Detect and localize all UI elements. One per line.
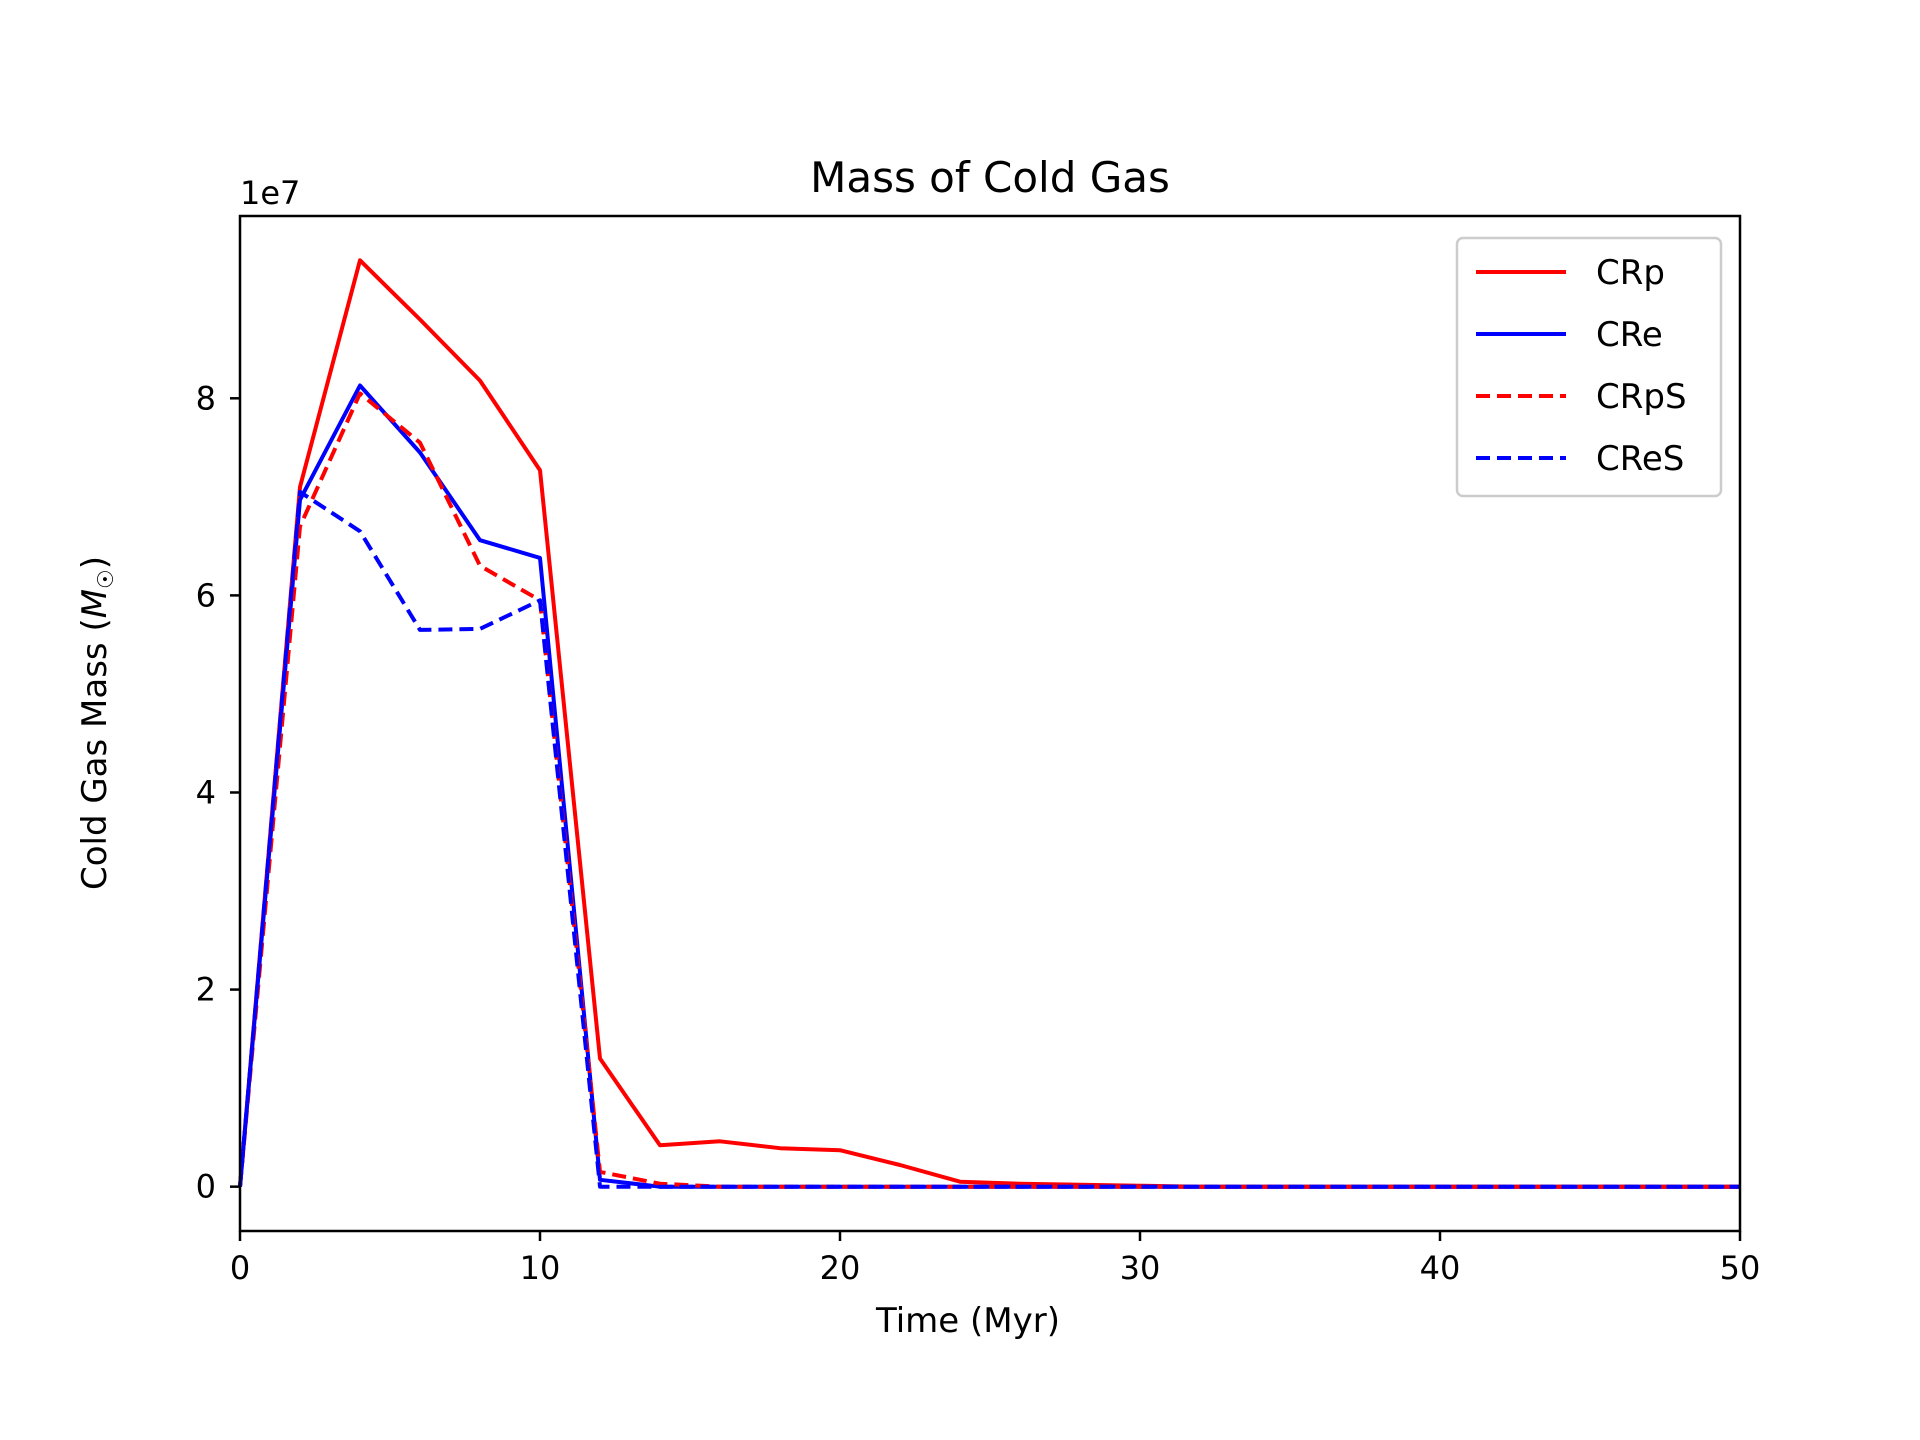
y-axis-title: Cold Gas Mass (M☉) [75, 556, 119, 890]
y-tick-label: 6 [196, 576, 216, 614]
y-axis-title-symbol: M [75, 589, 115, 618]
legend-entries: CRp CRe CRpS CReS [1476, 253, 1687, 479]
x-tick-label: 40 [1420, 1249, 1461, 1287]
legend-label-cre: CRe [1596, 315, 1663, 355]
y-tick-label: 4 [196, 773, 216, 811]
legend-box [1455, 236, 1723, 498]
y-axis: 0 2 4 6 8 [196, 379, 240, 1206]
legend: CRp CRe CRpS CReS [1455, 236, 1723, 498]
y-axis-title-close: ) [75, 556, 115, 569]
x-tick-label: 0 [230, 1249, 250, 1287]
legend-label-crps: CRpS [1596, 377, 1687, 417]
chart-title: Mass of Cold Gas [810, 153, 1170, 202]
series-line-cres [238, 489, 1740, 1189]
axes-frame [238, 214, 1742, 1233]
y-tick-label: 8 [196, 379, 216, 417]
plot-area [238, 214, 1742, 1233]
x-axis-title: Time (Myr) [875, 1301, 1060, 1341]
legend-label-crp: CRp [1596, 253, 1665, 293]
y-axis-title-text: Cold Gas Mass ( [75, 618, 115, 890]
x-tick-label: 50 [1720, 1249, 1761, 1287]
y-tick-label: 2 [196, 971, 216, 1009]
x-tick-label: 10 [520, 1249, 561, 1287]
x-tick-label: 20 [820, 1249, 861, 1287]
legend-label-cres: CReS [1596, 439, 1684, 479]
y-axis-title-subscript: ☉ [94, 569, 119, 589]
x-axis: 0 10 20 30 40 50 [230, 1231, 1761, 1287]
y-tick-label: 0 [196, 1168, 216, 1206]
x-tick-label: 30 [1120, 1249, 1161, 1287]
y-axis-offset-label: 1e7 [240, 174, 300, 212]
series-layer [238, 258, 1740, 1189]
